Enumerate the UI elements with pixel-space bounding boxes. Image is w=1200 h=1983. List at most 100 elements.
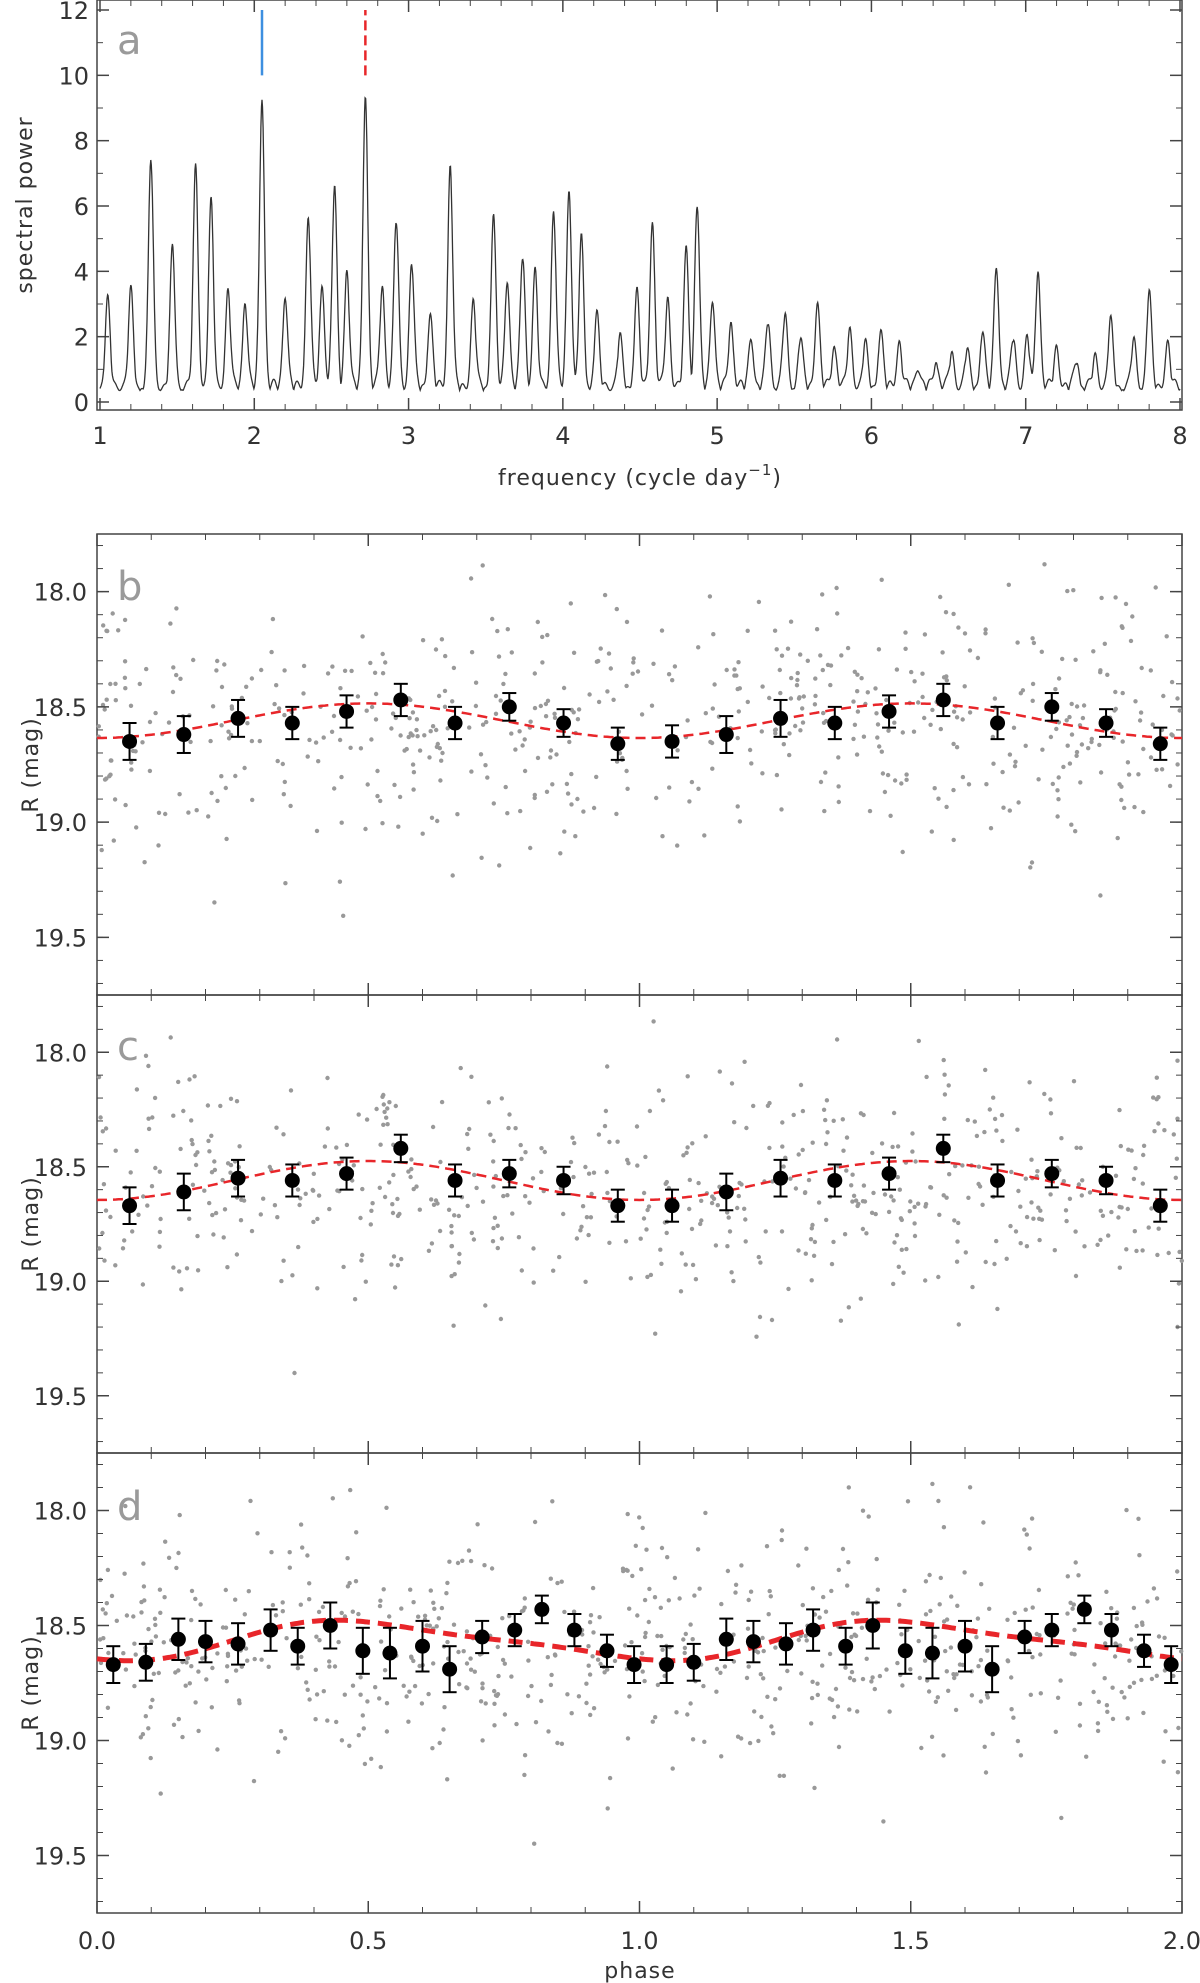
panel-d-scatter-point (522, 1772, 527, 1778)
panel-d-scatter-point (362, 1761, 368, 1767)
panel-b-scatter-point (569, 707, 574, 713)
panel-c-binned-point (664, 1198, 680, 1214)
panel-d-scatter-point (369, 1756, 374, 1762)
panel-d-scatter-point (466, 1548, 472, 1553)
panel-b-scatter-point (569, 802, 574, 807)
panel-d-scatter-point (803, 1633, 808, 1639)
panel-c-scatter-point (171, 1265, 176, 1270)
panel-c-scatter-point (823, 1141, 829, 1147)
panel-c-scatter-point (1073, 1229, 1078, 1234)
panel-b-scatter-point (532, 705, 538, 711)
panel-b-scatter-point (509, 650, 514, 655)
panel-b-scatter-point (473, 703, 479, 709)
panel-c-scatter-point (965, 1117, 970, 1123)
panel-b-scatter-point (573, 834, 578, 839)
panel-c-scatter-point (192, 1074, 197, 1079)
panel-d-scatter-point (1053, 1729, 1059, 1735)
panel-d-binned-point (984, 1661, 1000, 1677)
panel-b-scatter-point (1167, 783, 1173, 789)
panel-c-scatter-point (1154, 1075, 1160, 1080)
panel-d-scatter-point (478, 1699, 484, 1704)
panel-d-scatter-point (1114, 1616, 1120, 1621)
panel-c-scatter-point (113, 1148, 118, 1153)
panel-b-scatter-point (828, 682, 833, 688)
panel-c-scatter-point (387, 1100, 392, 1105)
panel-d-scatter-point (500, 1616, 505, 1621)
panel-d-scatter-point (176, 1668, 181, 1673)
panel-d-scatter-point (1055, 1695, 1061, 1701)
panel-c-scatter-point (368, 1222, 373, 1227)
panel-d-scatter-point (804, 1546, 809, 1551)
panel-b-scatter-point (943, 610, 949, 615)
panel-d-scatter-point (382, 1668, 388, 1673)
panel-c-scatter-point (209, 1170, 215, 1175)
panel-b-scatter-point (503, 784, 508, 790)
panel-b-scatter-point (576, 707, 582, 712)
panel-d-scatter-point (875, 1587, 880, 1592)
panel-b-scatter-point (1030, 681, 1036, 687)
panel-c-scatter-point (1146, 1225, 1151, 1230)
panel-c-scatter-point (689, 1226, 695, 1232)
panel-b-scatter-point (100, 702, 106, 708)
panel-c-scatter-point (696, 1180, 701, 1186)
panel-b-scatter-point (737, 819, 743, 824)
panel-c-scatter-point (603, 1108, 609, 1114)
panel-d-binned-point (507, 1622, 523, 1638)
panel-d-scatter-point (246, 1589, 251, 1594)
panel-d-scatter-point (298, 1602, 303, 1607)
panel-d-scatter-point (683, 1631, 688, 1637)
panel-b-scatter-point (813, 676, 818, 681)
panel-c-scatter-point (851, 1193, 857, 1199)
panel-b-scatter-point (422, 733, 427, 738)
panel-b-scatter-point (1115, 835, 1120, 841)
panel-b-scatter-point (380, 671, 386, 676)
panel-d-scatter-point (419, 1701, 425, 1706)
panel-d-xlabel: phase (604, 1959, 675, 1983)
panel-d-scatter-point (345, 1556, 350, 1561)
panel-b-scatter-point (191, 657, 196, 663)
panel-d-scatter-point (314, 1692, 320, 1697)
panel-b-scatter-point (174, 672, 179, 678)
panel-c-scatter-point (703, 1134, 708, 1139)
panel-d-scatter-point (759, 1714, 764, 1720)
panel-b-scatter-point (497, 863, 502, 868)
panel-d-scatter-point (106, 1650, 111, 1656)
panel-b-scatter-point (495, 628, 500, 634)
panel-d-scatter-point (872, 1686, 877, 1692)
panel-d-scatter-point (974, 1635, 979, 1640)
panel-b-scatter-point (904, 777, 909, 782)
panel-d-scatter-point (407, 1689, 412, 1694)
panel-d-scatter-point (251, 1778, 257, 1784)
panel-d-scatter-point (100, 1607, 106, 1612)
panel-c-scatter-point (924, 1074, 929, 1080)
panel-b-scatter-point (855, 709, 861, 714)
panel-b-scatter-point (129, 760, 134, 765)
panel-c-scatter-point (1009, 1169, 1014, 1175)
panel-c-scatter-point (1029, 1200, 1034, 1205)
panel-c-scatter-point (946, 1083, 951, 1088)
panel-c-scatter-point (767, 1100, 772, 1106)
panel-c-scatter-point (647, 1108, 653, 1114)
panel-c-scatter-point (513, 1126, 518, 1131)
panel-d-scatter-point (532, 1841, 537, 1846)
panel-c-scatter-point (211, 1232, 216, 1237)
panel-c-scatter-point (483, 1303, 488, 1308)
panel-c-scatter-point (589, 1191, 594, 1197)
panel-b-scatter-point (1050, 781, 1056, 787)
panel-b-scatter-point (1102, 641, 1108, 646)
panel-b-scatter-point (966, 782, 972, 787)
panel-b-scatter-point (147, 719, 153, 725)
panel-b-scatter-point (1128, 638, 1134, 644)
panel-c-scatter-point (303, 1191, 308, 1197)
panel-b-scatter-point (702, 833, 707, 838)
panel-c-scatter-point (907, 1209, 912, 1214)
panel-d-scatter-point (943, 1648, 948, 1654)
panel-c-scatter-point (103, 1208, 109, 1213)
panel-c-scatter-point (983, 1067, 988, 1073)
panel-d-scatter-point (480, 1681, 485, 1686)
panel-d-scatter-point (163, 1539, 168, 1544)
panel-d-scatter-point (633, 1543, 638, 1549)
panel-c-scatter-point (356, 1112, 361, 1117)
panel-d-scatter-point (584, 1681, 589, 1686)
panel-c-scatter-point (1155, 1252, 1160, 1258)
